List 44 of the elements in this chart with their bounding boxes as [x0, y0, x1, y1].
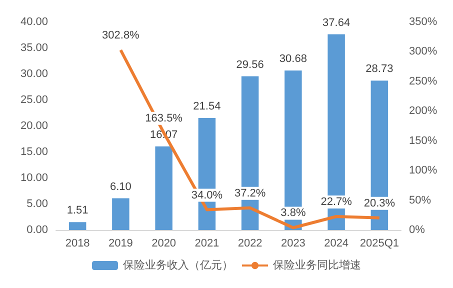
data-label: 30.68 — [279, 52, 307, 65]
data-label: 21.54 — [193, 100, 221, 112]
data-label: 37.64 — [322, 16, 350, 29]
legend-label: 保险业务收入（亿元） — [123, 258, 233, 272]
y-tick-label: 0.00 — [26, 224, 48, 236]
x-tick-label: 2025Q1 — [360, 238, 400, 250]
data-label: 3.8% — [280, 207, 306, 220]
data-label: 34.0% — [191, 189, 223, 202]
y-tick-label: 40.00 — [20, 16, 48, 28]
data-label: 163.5% — [145, 112, 183, 124]
bar — [68, 222, 86, 230]
data-label: 22.7% — [320, 196, 352, 208]
y-tick-label: 25.00 — [20, 94, 48, 106]
y2-tick-label: 0% — [409, 224, 426, 236]
y-tick-label: 10.00 — [20, 172, 48, 184]
y2-tick-label: 300% — [409, 46, 438, 58]
y-tick-label: 30.00 — [20, 68, 48, 80]
x-tick-label: 2018 — [65, 238, 90, 250]
x-tick-label: 2024 — [324, 238, 349, 250]
bar — [112, 198, 130, 230]
y2-tick-label: 350% — [409, 16, 438, 28]
data-label: 6.10 — [110, 180, 132, 193]
y2-tick-label: 50% — [409, 194, 432, 206]
legend-label: 保险业务同比增速 — [273, 258, 361, 272]
data-label: 20.3% — [364, 197, 396, 210]
x-tick-label: 2022 — [238, 238, 262, 250]
y2-tick-label: 150% — [409, 134, 438, 147]
y-tick-label: 5.00 — [26, 198, 48, 210]
y-tick-label: 35.00 — [20, 42, 48, 54]
x-tick-label: 2021 — [194, 238, 220, 250]
y2-tick-label: 200% — [409, 105, 438, 118]
x-tick-label: 2023 — [280, 238, 306, 250]
data-label: 37.2% — [234, 187, 266, 200]
y-tick-label: 20.00 — [20, 120, 48, 132]
data-label: 1.51 — [66, 204, 88, 217]
y2-tick-label: 250% — [409, 75, 438, 88]
data-label: 302.8% — [102, 30, 140, 42]
bar — [155, 146, 172, 230]
y2-tick-label: 100% — [409, 164, 438, 177]
data-label: 29.56 — [236, 58, 264, 71]
x-tick-label: 2019 — [108, 238, 133, 250]
x-tick-label: 2020 — [152, 238, 176, 250]
data-label: 28.73 — [366, 63, 394, 76]
y-tick-label: 15.00 — [20, 146, 48, 158]
